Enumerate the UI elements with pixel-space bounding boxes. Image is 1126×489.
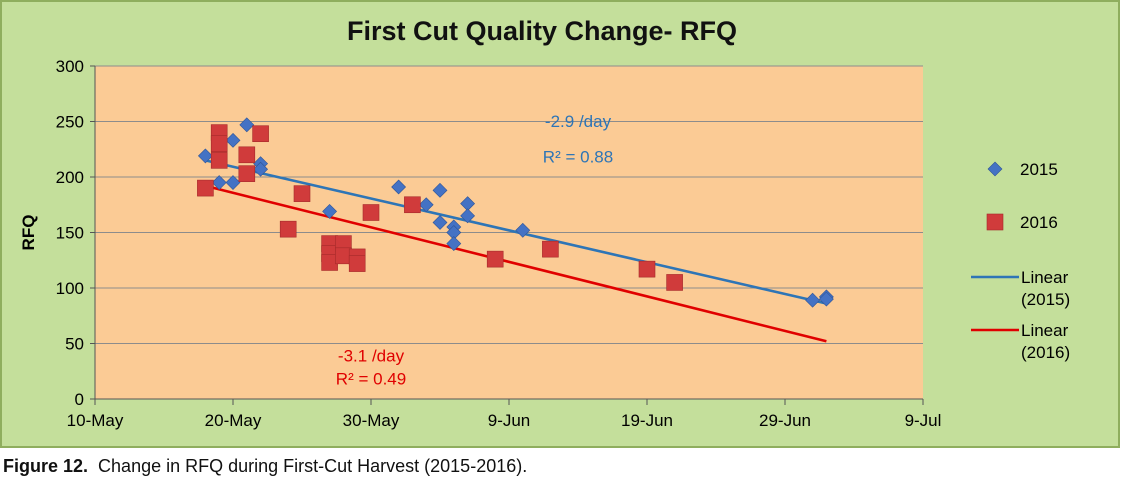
legend-label: Linear (2016) (1021, 321, 1070, 362)
data-point-2016 (638, 260, 656, 278)
data-point-2016 (238, 165, 256, 182)
y-tick-label: 0 (75, 390, 84, 409)
data-point-2016 (348, 255, 366, 272)
chart-title: First Cut Quality Change- RFQ (347, 16, 737, 46)
legend-label: 2016 (1020, 213, 1058, 232)
y-tick-label: 300 (56, 57, 84, 76)
data-point-2016 (362, 204, 380, 221)
x-tick-label: 19-Jun (621, 411, 673, 430)
data-point-2015 (818, 291, 834, 307)
x-tick-label: 20-May (205, 411, 262, 430)
trend-annotation: R² = 0.49 (336, 370, 406, 389)
legend-marker-2016 (986, 213, 1004, 231)
x-tick-label: 29-Jun (759, 411, 811, 430)
chart-frame: 0 50 100 150 200 250 300 10-May 20-May 30-May 9-Ju… (0, 0, 1120, 448)
data-point-2015 (432, 215, 448, 230)
figure-caption: Figure 12. Change in RFQ during First-Cu… (3, 456, 527, 477)
legend-marker-2015 (987, 161, 1003, 177)
rfq-scatter-chart: 0 50 100 150 200 250 300 10-May 20-May 30-May 9-Ju… (19, 16, 1070, 430)
data-point-2015 (225, 132, 241, 148)
data-point-2015 (515, 222, 531, 238)
trendline-2016 (205, 184, 827, 343)
data-point-2015 (446, 236, 462, 252)
data-point-2016 (238, 146, 256, 164)
data-point-2016 (210, 135, 228, 152)
data-point-2015 (391, 179, 407, 195)
trend-annotation: R² = 0.88 (543, 148, 613, 167)
data-point-2016 (666, 274, 683, 291)
trendline-2015 (205, 159, 827, 305)
y-tick-label: 250 (56, 113, 84, 132)
legend: 2015 2016 Linear (2015) Linear (2016) (971, 160, 1070, 362)
y-tick-label: 100 (56, 279, 84, 298)
data-point-2016 (279, 220, 297, 238)
data-point-2015 (418, 197, 434, 213)
data-point-2016 (486, 250, 504, 268)
x-tick-label: 10-May (67, 411, 124, 430)
data-point-2016 (542, 240, 559, 258)
y-tick-label: 150 (56, 224, 84, 243)
legend-label: 2015 (1020, 160, 1058, 179)
data-point-2015 (322, 203, 338, 219)
x-tick-label: 9-Jun (488, 411, 531, 430)
trend-annotation: -3.1 /day (338, 346, 405, 365)
data-point-2015 (197, 148, 213, 164)
data-point-2015 (432, 182, 448, 198)
figure-caption-label: Figure 12. (3, 456, 89, 476)
data-point-2016 (252, 125, 269, 143)
data-point-2015 (805, 292, 821, 308)
x-tick-label: 30-May (343, 411, 400, 430)
y-axis-label: RFQ (19, 215, 38, 251)
data-point-2016 (210, 152, 228, 169)
data-point-2016 (197, 179, 214, 197)
data-point-2015 (211, 175, 227, 190)
y-tick-label: 200 (56, 168, 84, 187)
data-point-2015 (239, 117, 255, 133)
data-point-2015 (253, 161, 269, 177)
data-point-2016 (293, 185, 311, 202)
trend-annotation: -2.9 /day (545, 112, 612, 131)
figure-caption-text: Change in RFQ during First-Cut Harvest (… (98, 456, 528, 476)
data-point-2015 (460, 208, 476, 224)
data-point-2015 (225, 175, 241, 190)
x-tick-label: 9-Jul (905, 411, 942, 430)
y-tick-label: 50 (65, 335, 84, 354)
legend-label: Linear (2015) (1021, 268, 1070, 309)
data-point-2016 (404, 196, 421, 214)
